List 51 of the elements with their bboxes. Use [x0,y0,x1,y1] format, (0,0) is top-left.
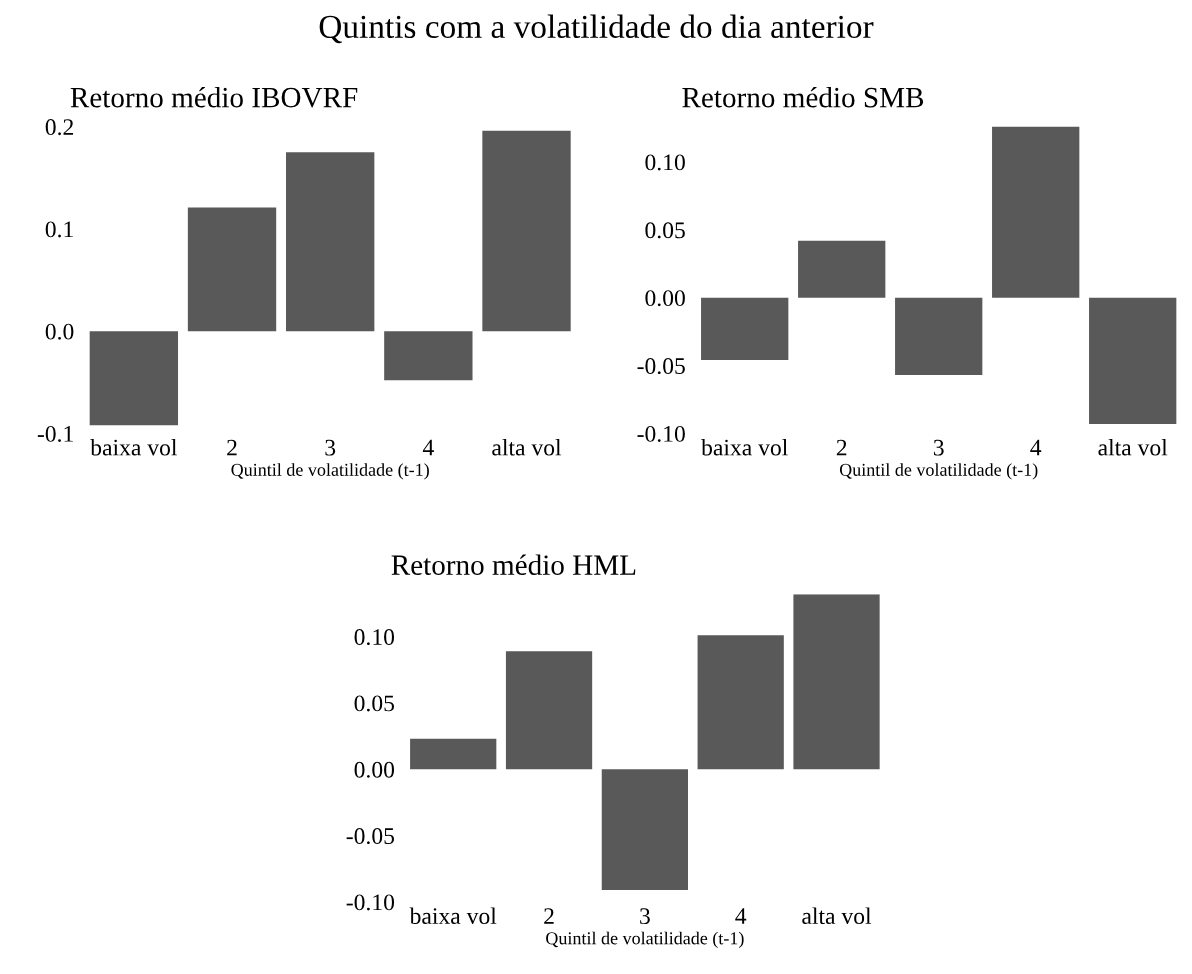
bar [482,130,571,332]
bar [286,152,375,332]
x-axis-title: Quintil de volatilidade (t-1) [546,931,744,949]
x-tick-label: 3 [933,439,944,456]
bar [1089,297,1177,424]
y-tick-label: 0.0 [45,323,74,340]
bar [187,207,277,332]
bar [384,331,473,381]
x-tick-label: alta vol [1098,438,1168,456]
y-tick-label: 0.2 [45,119,74,136]
x-tick-label: 2 [544,908,554,924]
y-tick-label: 0.10 [645,154,685,171]
x-tick-label: baixa vol [90,438,177,456]
x-tick-label: 4 [735,908,747,924]
chart-title: Retorno médio HML [391,554,636,575]
y-tick-label: -0.05 [346,828,395,845]
y-tick-label: 0.05 [645,222,685,239]
y-tick-label: -0.10 [346,894,395,911]
bar [701,297,789,361]
x-axis-title: Quintil de volatilidade (t-1) [839,463,1038,480]
y-tick-label: -0.10 [637,425,685,442]
x-tick-label: 2 [836,439,847,456]
bar [601,769,688,890]
bar [992,126,1080,298]
x-tick-label: baixa vol [409,907,497,925]
bar [505,651,593,770]
x-tick-label: baixa vol [701,438,788,456]
x-axis-title: Quintil de volatilidade (t-1) [231,463,429,480]
x-tick-label: alta vol [802,907,872,925]
bar [697,635,784,770]
x-tick-label: alta vol [492,438,562,456]
x-tick-label: 4 [1030,439,1042,456]
x-tick-label: 4 [422,439,434,456]
text: Quintis com a volatilidade do dia anterior [319,14,874,44]
y-tick-label: -0.1 [37,425,73,442]
x-tick-label: 3 [325,439,336,456]
x-tick-label: 2 [227,439,237,456]
chart-title: Retorno médio SMB [682,86,924,108]
x-tick-label: 3 [640,908,650,925]
bar [895,297,983,376]
y-tick-label: 0.00 [354,761,395,778]
bar [89,331,179,426]
bar [410,738,497,770]
y-tick-label: 0.10 [354,629,395,646]
y-tick-label: 0.00 [645,290,685,307]
y-tick-label: 0.05 [354,695,395,712]
chart-title: Retorno médio IBOVRF [70,86,358,108]
y-tick-label: 0.1 [45,221,73,238]
y-tick-label: -0.05 [637,358,685,375]
bar [793,594,880,770]
bar [798,240,886,298]
